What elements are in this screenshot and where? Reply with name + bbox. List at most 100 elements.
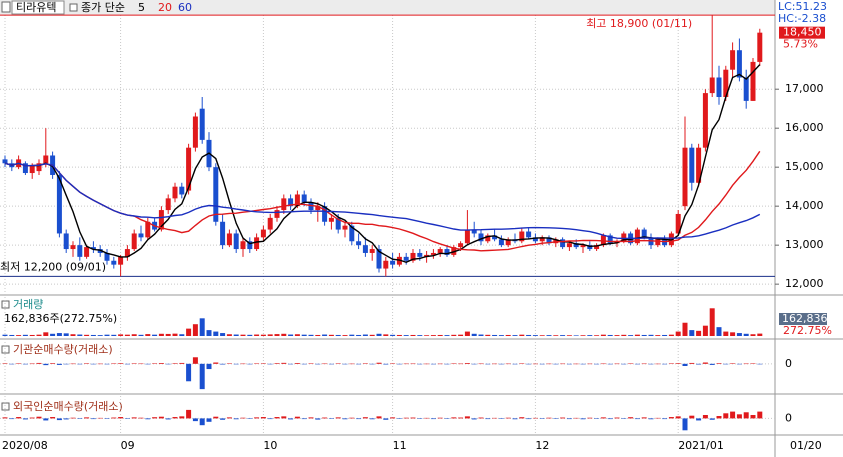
inst-bar: [342, 363, 348, 365]
volume-bar: [396, 334, 402, 336]
volume-bar: [689, 330, 695, 336]
candle-body: [111, 260, 117, 265]
foreign-bar: [369, 418, 375, 420]
inst-bar: [600, 363, 606, 365]
volume-bar: [464, 331, 470, 336]
low-annotation: 최저 12,200 (09/01): [0, 260, 106, 273]
foreign-bar: [308, 417, 314, 419]
volume-bar: [349, 334, 355, 336]
foreign-bar: [322, 417, 328, 419]
volume-bar: [267, 334, 273, 336]
volume-bar: [43, 332, 49, 336]
volume-bar: [70, 334, 76, 336]
volume-bar: [288, 334, 294, 336]
volume-bar: [553, 335, 559, 336]
foreign-bar: [628, 417, 634, 419]
candle-body: [260, 229, 266, 238]
x-tick-label: 2021/01: [678, 439, 724, 452]
inst-bar: [587, 363, 593, 365]
inst-bar: [322, 363, 328, 365]
inst-bar: [165, 363, 171, 365]
foreign-bar: [444, 418, 450, 419]
volume-bar: [723, 331, 729, 336]
foreign-bar: [546, 417, 552, 419]
inst-bar: [417, 363, 423, 365]
foreign-bar: [424, 417, 430, 419]
candle-body: [689, 147, 695, 183]
candle-body: [757, 32, 763, 62]
inst-bar: [233, 363, 239, 365]
foreign-bar: [260, 417, 266, 419]
inst-bar: [594, 363, 600, 365]
inst-bar: [648, 363, 654, 365]
foreign-bar: [376, 416, 382, 419]
volume-bar: [281, 333, 287, 336]
candle-body: [267, 217, 273, 230]
volume-bar: [383, 334, 389, 336]
volume-bar: [471, 333, 477, 336]
inst-bar: [288, 363, 294, 365]
volume-bar: [444, 335, 450, 336]
candle-body: [539, 237, 545, 242]
candle-body: [362, 245, 368, 253]
name-box[interactable]: [11, 0, 65, 15]
foreign-bar: [634, 418, 640, 420]
inst-bar: [655, 363, 661, 365]
candle-body: [587, 245, 593, 250]
volume-bar: [29, 334, 35, 336]
candle-body: [437, 249, 443, 253]
candle-body: [335, 217, 341, 230]
x-tick-label: 10: [263, 439, 277, 452]
foreign-bar: [458, 417, 464, 419]
candle-body: [505, 239, 511, 246]
foreign-bar: [90, 418, 96, 420]
foreign-bar: [403, 417, 409, 419]
volume-bar: [648, 334, 654, 336]
inst-bar: [226, 363, 232, 364]
inst-bar: [70, 363, 76, 365]
candle-body: [281, 198, 287, 211]
candle-body: [63, 233, 69, 250]
inst-bar: [2, 363, 8, 364]
inst-bar: [362, 363, 368, 364]
candle-body: [158, 210, 164, 230]
y-tick-label: 12,000: [785, 277, 824, 290]
candle-body: [97, 249, 103, 253]
foreign-bar: [580, 418, 586, 420]
candle-body: [186, 147, 192, 191]
inst-bar: [519, 363, 525, 364]
inst-bar: [682, 363, 688, 366]
candle-body: [573, 243, 579, 248]
inst-bar: [124, 363, 130, 365]
inst-bar: [172, 363, 178, 364]
inst-bar: [131, 363, 137, 364]
foreign-bar: [648, 418, 654, 420]
inst-bar: [430, 363, 436, 365]
volume-bar: [566, 335, 572, 336]
inst-bar: [328, 363, 334, 365]
inst-bar: [696, 363, 702, 365]
volume-bar: [152, 334, 158, 336]
candle-body: [464, 229, 470, 244]
foreign-bar: [451, 417, 457, 419]
candle-body: [84, 247, 90, 257]
inst-bar: [77, 363, 83, 365]
inst-bar: [260, 363, 266, 364]
candle-body: [383, 260, 389, 269]
volume-bar: [335, 334, 341, 336]
inst-bar: [43, 363, 49, 366]
volume-title: 거래량: [13, 298, 43, 311]
inst-bar: [199, 363, 205, 390]
foreign-bar: [641, 417, 647, 419]
foreign-bar: [532, 417, 538, 419]
candle-body: [179, 186, 185, 195]
volume-bar: [376, 333, 382, 336]
foreign-bar: [587, 417, 593, 419]
inst-bar: [668, 363, 674, 364]
volume-bar: [526, 334, 532, 336]
volume-bar: [247, 334, 253, 336]
inst-bar: [9, 363, 15, 365]
ma-label: 종가 단순: [81, 1, 125, 14]
candle-body: [104, 252, 110, 261]
volume-bar: [716, 327, 722, 336]
